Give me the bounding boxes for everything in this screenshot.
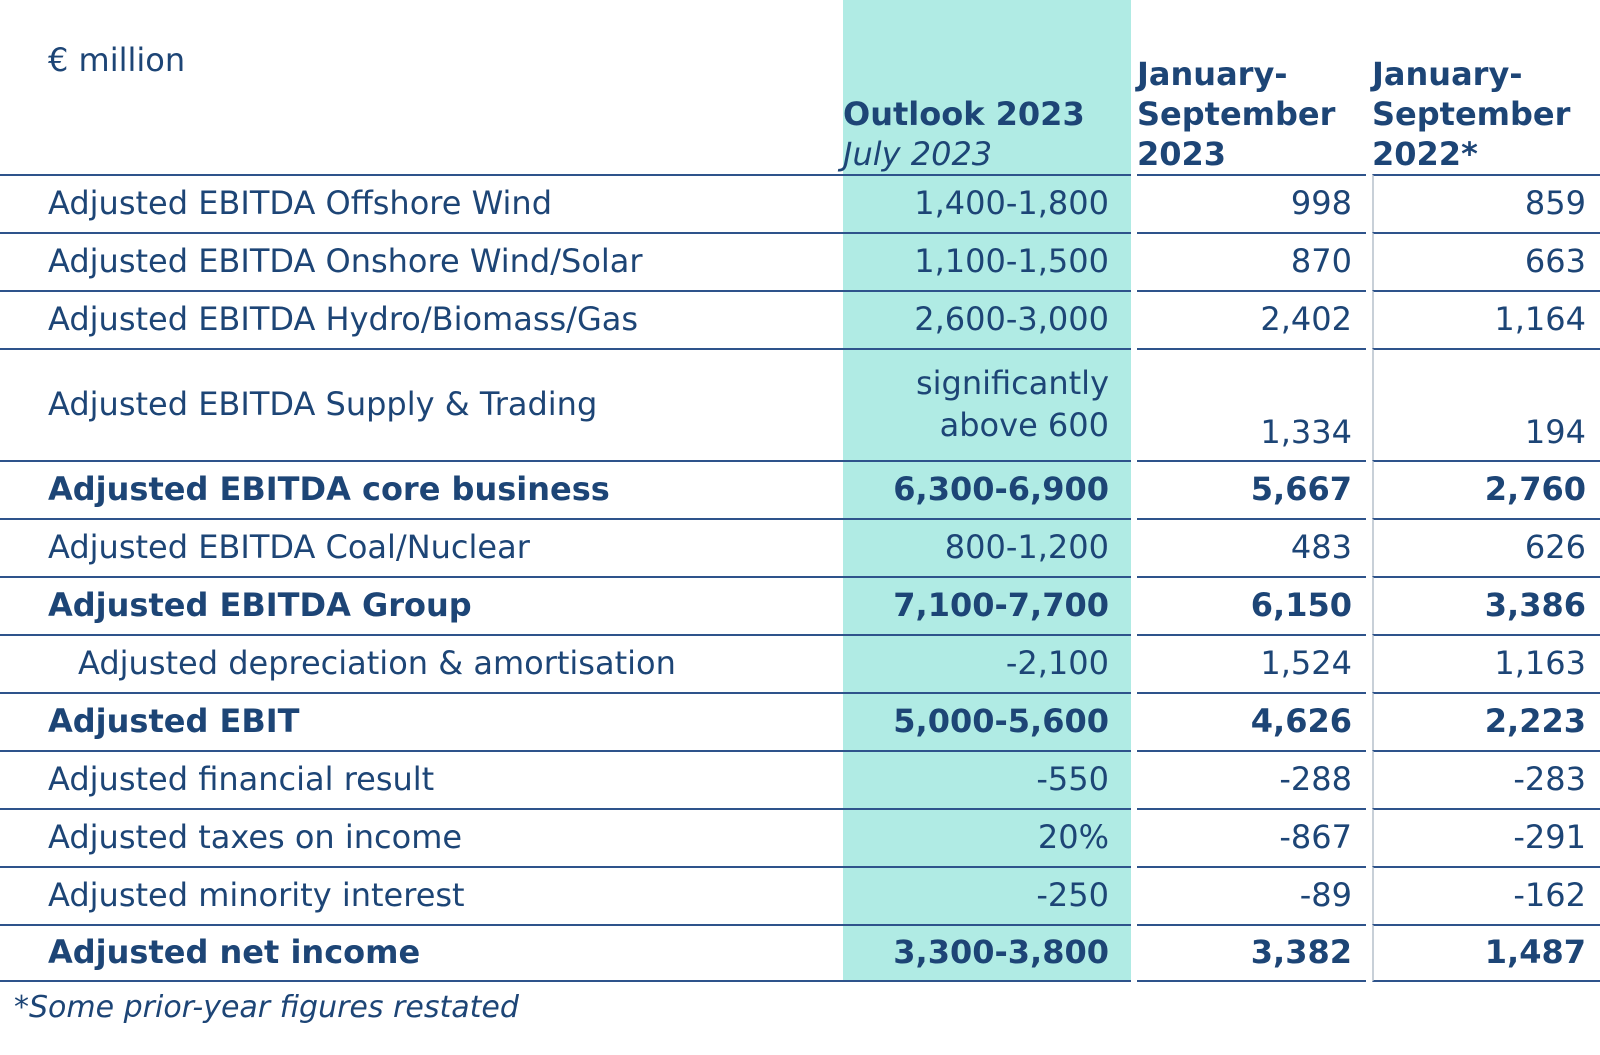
jan-sep-2022-value: -291: [1372, 808, 1600, 866]
outlook-value: significantly above 600: [843, 348, 1131, 460]
jan-sep-2022-value: 2,760: [1372, 460, 1600, 518]
outlook-value: 6,300-6,900: [843, 460, 1131, 518]
outlook-value: 20%: [843, 808, 1131, 866]
jan-sep-2023-value: 1,524: [1137, 634, 1366, 692]
row-label: Adjusted EBIT: [0, 692, 843, 750]
outlook-value: 2,600-3,000: [843, 290, 1131, 348]
results-table: € million Outlook 2023 July 2023 January…: [0, 0, 1600, 982]
table-row: Adjusted depreciation & amortisation -2,…: [0, 634, 1600, 692]
table-row: Adjusted EBITDA Offshore Wind 1,400-1,80…: [0, 174, 1600, 232]
table-row: Adjusted net income 3,300-3,800 3,382 1,…: [0, 924, 1600, 982]
jan-sep-2022-value: 1,164: [1372, 290, 1600, 348]
table-row: Adjusted financial result -550 -288 -283: [0, 750, 1600, 808]
row-label: Adjusted EBITDA Group: [0, 576, 843, 634]
row-label: Adjusted EBITDA core business: [0, 460, 843, 518]
table-header-row: € million Outlook 2023 July 2023 January…: [0, 0, 1600, 174]
row-label: Adjusted EBITDA Coal/Nuclear: [0, 518, 843, 576]
outlook-value: 1,400-1,800: [843, 174, 1131, 232]
header-line: September: [1137, 95, 1336, 133]
header-line: 2023: [1137, 135, 1227, 173]
row-label: Adjusted minority interest: [0, 866, 843, 924]
outlook-title: Outlook 2023: [843, 95, 1085, 133]
outlook-subtitle: July 2023: [843, 135, 993, 173]
jan-sep-2022-value: 1,487: [1372, 924, 1600, 982]
jan-sep-2022-value: -162: [1372, 866, 1600, 924]
jan-sep-2023-value: 2,402: [1137, 290, 1366, 348]
row-label: Adjusted EBITDA Supply & Trading: [0, 348, 843, 460]
jan-sep-2023-value: 5,667: [1137, 460, 1366, 518]
outlook-value: 5,000-5,600: [843, 692, 1131, 750]
row-label: Adjusted EBITDA Hydro/Biomass/Gas: [0, 290, 843, 348]
row-label: Adjusted financial result: [0, 750, 843, 808]
table-row: Adjusted taxes on income 20% -867 -291: [0, 808, 1600, 866]
jan-sep-2023-value: 3,382: [1137, 924, 1366, 982]
row-label: Adjusted depreciation & amortisation: [0, 634, 843, 692]
outlook-value: -2,100: [843, 634, 1131, 692]
jan-sep-2022-value: 194: [1372, 348, 1600, 460]
row-label: Adjusted EBITDA Onshore Wind/Solar: [0, 232, 843, 290]
jan-sep-2023-value: 998: [1137, 174, 1366, 232]
outlook-value: 1,100-1,500: [843, 232, 1131, 290]
header-line: 2022*: [1372, 135, 1478, 173]
row-label: Adjusted net income: [0, 924, 843, 982]
outlook-value: 7,100-7,700: [843, 576, 1131, 634]
jan-sep-2023-value: 483: [1137, 518, 1366, 576]
jan-sep-2023-value: 1,334: [1137, 348, 1366, 460]
jan-sep-2022-value: 3,386: [1372, 576, 1600, 634]
jan-sep-2023-value: 870: [1137, 232, 1366, 290]
table-row: Adjusted EBITDA Hydro/Biomass/Gas 2,600-…: [0, 290, 1600, 348]
row-label: Adjusted taxes on income: [0, 808, 843, 866]
footnote: *Some prior-year figures restated: [14, 990, 519, 1025]
outlook-value: 800-1,200: [843, 518, 1131, 576]
table-row: Adjusted EBITDA core business 6,300-6,90…: [0, 460, 1600, 518]
jan-sep-2023-value: -867: [1137, 808, 1366, 866]
header-line: January-: [1137, 55, 1288, 93]
jan-sep-2022-value: 1,163: [1372, 634, 1600, 692]
jan-sep-2023-value: -89: [1137, 866, 1366, 924]
table-row: Adjusted EBITDA Onshore Wind/Solar 1,100…: [0, 232, 1600, 290]
table-row: Adjusted EBITDA Supply & Trading signifi…: [0, 348, 1600, 460]
jan-sep-2022-value: -283: [1372, 750, 1600, 808]
row-label: Adjusted EBITDA Offshore Wind: [0, 174, 843, 232]
jan-sep-2023-value: -288: [1137, 750, 1366, 808]
outlook-value: 3,300-3,800: [843, 924, 1131, 982]
unit-label: € million: [48, 41, 186, 79]
header-line: September: [1372, 95, 1571, 133]
table-row: Adjusted EBIT 5,000-5,600 4,626 2,223: [0, 692, 1600, 750]
jan-sep-2022-value: 2,223: [1372, 692, 1600, 750]
jan-sep-2023-column-header: January- September 2023: [1137, 0, 1366, 174]
jan-sep-2023-value: 4,626: [1137, 692, 1366, 750]
table-row: Adjusted EBITDA Group 7,100-7,700 6,150 …: [0, 576, 1600, 634]
jan-sep-2022-value: 859: [1372, 174, 1600, 232]
jan-sep-2022-value: 626: [1372, 518, 1600, 576]
outlook-column-header: Outlook 2023 July 2023: [843, 0, 1131, 174]
table-row: Adjusted EBITDA Coal/Nuclear 800-1,200 4…: [0, 518, 1600, 576]
outlook-value: -550: [843, 750, 1131, 808]
jan-sep-2023-value: 6,150: [1137, 576, 1366, 634]
table-row: Adjusted minority interest -250 -89 -162: [0, 866, 1600, 924]
jan-sep-2022-value: 663: [1372, 232, 1600, 290]
header-line: January-: [1372, 55, 1523, 93]
outlook-value: -250: [843, 866, 1131, 924]
jan-sep-2022-column-header: January- September 2022*: [1372, 0, 1600, 174]
